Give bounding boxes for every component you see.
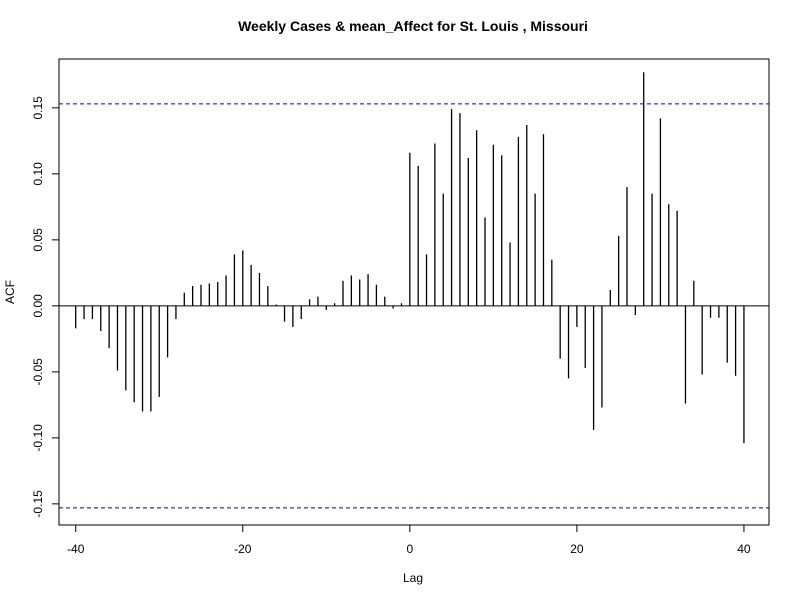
y-axis: -0.15 -0.10 -0.05 0.00 0.05 0.10 0.15	[31, 96, 60, 518]
y-tick-label: 0.10	[31, 162, 45, 186]
x-tick-label: 20	[570, 542, 584, 556]
y-axis-label: ACF	[3, 280, 17, 304]
x-axis-label: Lag	[403, 571, 423, 585]
y-tick-label: -0.05	[31, 358, 45, 386]
y-tick-label: 0.00	[31, 294, 45, 318]
chart-title: Weekly Cases & mean_Affect for St. Louis…	[238, 18, 588, 34]
y-tick-label: -0.15	[31, 490, 45, 518]
acf-bars	[75, 72, 745, 444]
x-tick-label: -40	[67, 542, 85, 556]
x-tick-label: 40	[737, 542, 751, 556]
y-tick-label: 0.15	[31, 96, 45, 120]
plot-frame	[58, 58, 770, 526]
x-axis: -40 -20 0 20 40	[67, 524, 751, 556]
x-tick-label: 0	[406, 542, 413, 556]
x-tick-label: -20	[234, 542, 252, 556]
y-tick-label: -0.10	[31, 424, 45, 452]
y-tick-label: 0.05	[31, 228, 45, 252]
